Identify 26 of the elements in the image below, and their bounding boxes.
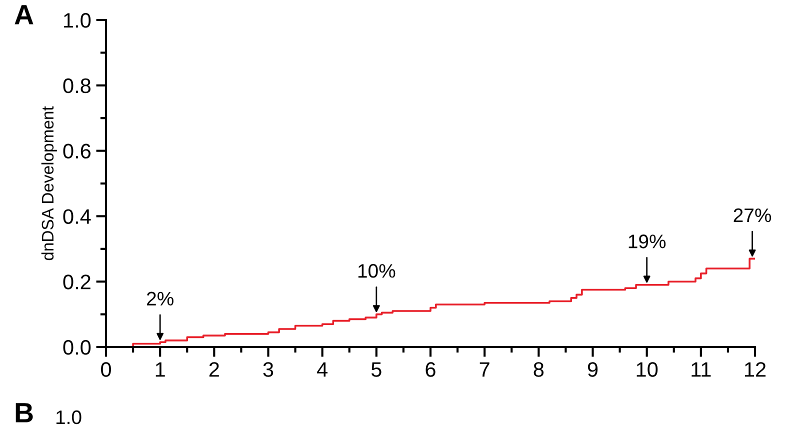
- y-tick-label: 0.8: [63, 78, 91, 94]
- x-tick-label: 5: [371, 362, 382, 377]
- y-tick-label: 0.4: [63, 209, 91, 224]
- annotation: 27%: [734, 208, 772, 222]
- x-tick-label: 0: [101, 362, 111, 377]
- x-tick-label: 8: [534, 362, 544, 377]
- text: A: [14, 5, 34, 24]
- x-tick-label: 6: [426, 362, 436, 377]
- x-tick-label: 3: [263, 362, 274, 377]
- x-tick-label: 10: [636, 362, 658, 377]
- x-tick-label: 4: [317, 362, 328, 377]
- y-tick-label: 0.6: [63, 144, 91, 159]
- x-tick-label: 2: [209, 362, 219, 377]
- annotation: 10%: [358, 264, 396, 278]
- y-axis-title: dnDSA Development: [41, 106, 57, 260]
- y-tick-label: 0.0: [63, 340, 91, 355]
- x-tick-label: 11: [692, 362, 711, 377]
- x-tick-label: 9: [588, 362, 598, 377]
- x-tick-label: 1: [156, 362, 165, 377]
- y-tick-label: 1.0: [64, 13, 91, 28]
- annotation: 2%: [147, 292, 174, 306]
- x-tick-label: 12: [745, 362, 766, 377]
- annotation: 19%: [628, 234, 666, 248]
- x-tick-label: 7: [480, 362, 490, 377]
- y-tick-label: 0.2: [63, 274, 90, 290]
- text: B: [16, 403, 33, 422]
